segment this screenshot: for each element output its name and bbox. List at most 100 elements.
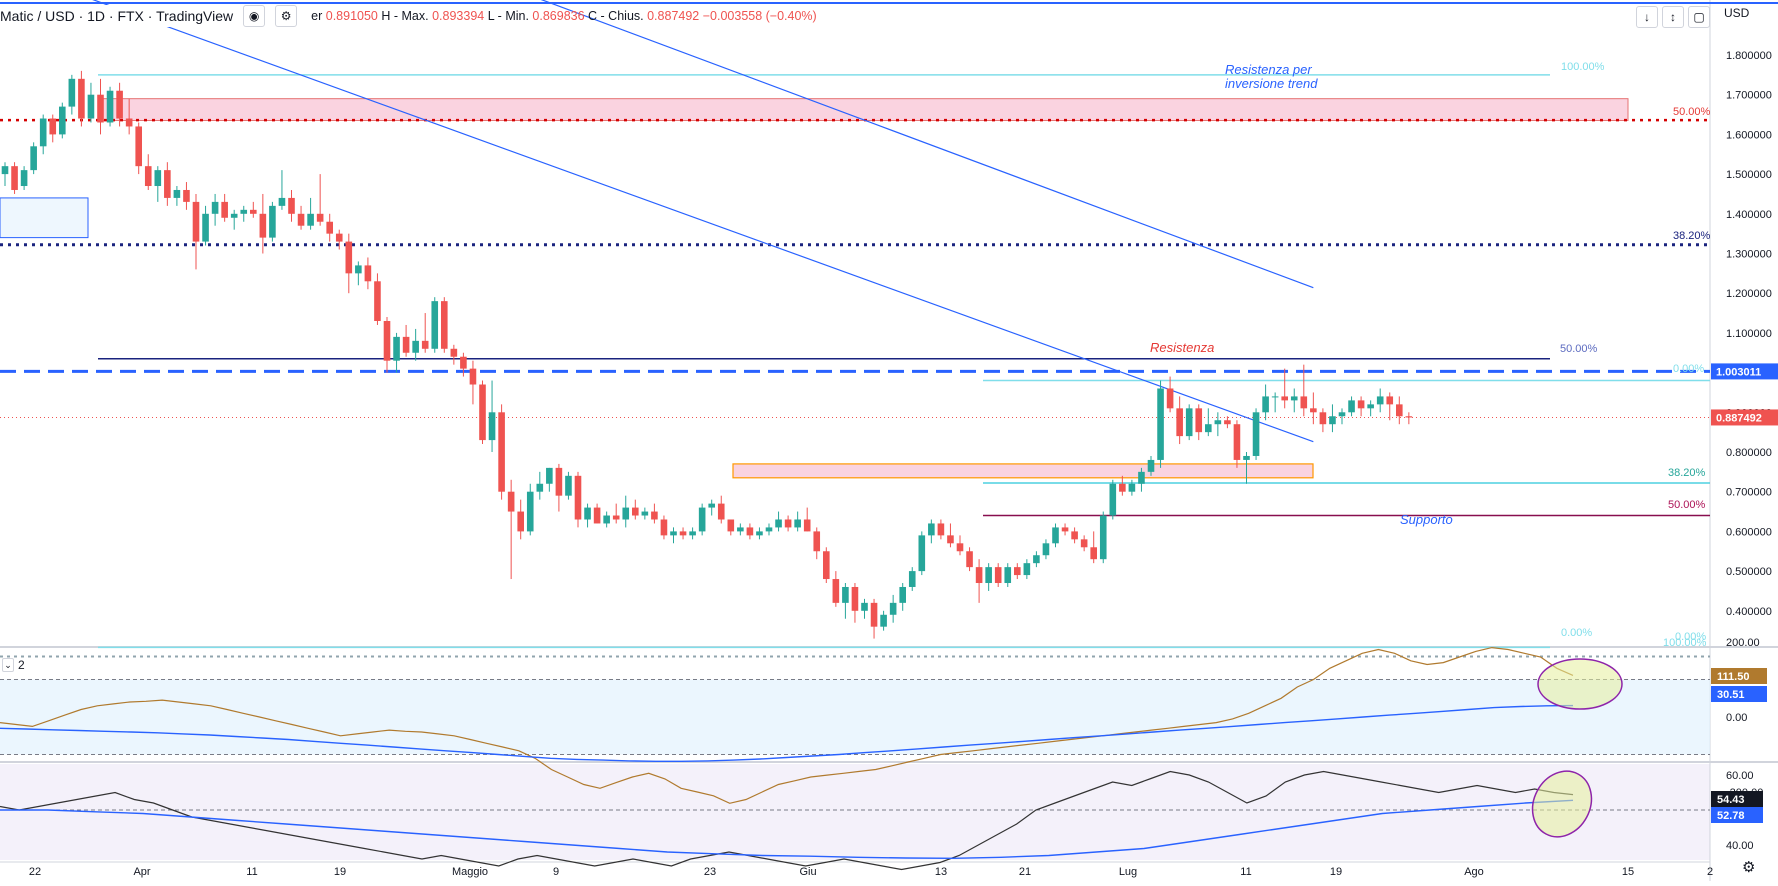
candle-body: [908, 571, 916, 587]
candle-body: [412, 340, 419, 353]
candle-body: [593, 507, 601, 524]
ohlc-readout: er 0.891050 H - Max. 0.893394 L - Min. 0…: [311, 9, 817, 23]
annotation-label: 0.00%: [1675, 631, 1706, 643]
candle-body: [1080, 539, 1088, 548]
candle-body: [851, 586, 859, 611]
candle-body: [928, 523, 935, 536]
x-tick-label: 19: [334, 866, 346, 878]
rsi-value-tag-bg: [1711, 791, 1763, 807]
candle-body: [775, 519, 782, 528]
y-tick-label: 1.300000: [1726, 249, 1772, 261]
symbol-legend[interactable]: Matic / USD · 1D · FTX · TradingView ◉ ⚙: [0, 5, 304, 27]
currency-label[interactable]: USD: [1724, 6, 1750, 20]
candle-body: [374, 281, 381, 321]
x-tick-label: Maggio: [452, 866, 488, 878]
candle-body: [765, 527, 773, 532]
candle-body: [288, 197, 295, 214]
y-tick-label: 1.700000: [1726, 90, 1772, 102]
y-tick-label: 0.400000: [1726, 606, 1772, 618]
candle-body: [278, 197, 286, 206]
candle-body: [555, 467, 563, 496]
candle-body: [889, 602, 897, 615]
cci-ma-tag: 30.51: [1717, 689, 1745, 701]
candle-body: [1052, 527, 1059, 544]
candle-body: [1214, 420, 1222, 425]
main-pane-bg: [0, 20, 1710, 643]
candle-body: [1109, 483, 1117, 516]
candle-body: [183, 189, 190, 202]
cci-band: [0, 679, 1710, 755]
cci-line: [0, 646, 1574, 804]
candle-body: [1376, 396, 1384, 405]
trendline: [540, 0, 1314, 289]
candle-body: [1290, 396, 1298, 401]
candle-body: [106, 90, 114, 123]
x-tick-label: 11: [246, 866, 257, 878]
candle-body: [536, 483, 544, 492]
candle-body: [746, 527, 754, 536]
candle-body: [164, 170, 171, 198]
candle-body: [393, 336, 400, 361]
candle-body: [1329, 416, 1336, 425]
candle-body: [1157, 388, 1164, 460]
x-tick-label: 9: [553, 866, 559, 878]
rsi-y-tick: 40.00: [1726, 840, 1754, 852]
candle-body: [383, 320, 391, 361]
candle-body: [956, 543, 964, 552]
candle-body: [1262, 396, 1269, 413]
candle-body: [1319, 412, 1327, 425]
rsi-highlight-ellipse: [1531, 770, 1593, 838]
candle-body: [794, 519, 801, 528]
candle-body: [546, 467, 553, 484]
indicator-legend[interactable]: ⌄ 2: [2, 658, 25, 672]
candle-body: [861, 602, 868, 611]
candle-body: [584, 507, 591, 520]
candle-body: [135, 126, 142, 167]
y-tick-label: 1.600000: [1726, 129, 1772, 141]
candle-body: [1014, 567, 1021, 576]
cci-y-tick: 0.00: [1726, 712, 1747, 724]
rsi-line: [0, 770, 1574, 871]
candle-body: [154, 170, 162, 187]
symbol-title[interactable]: Matic / USD · 1D · FTX · TradingView: [0, 8, 234, 24]
chevron-down-icon[interactable]: ⌄: [2, 658, 14, 672]
fullscreen-icon[interactable]: ▢: [1688, 6, 1710, 28]
candle-body: [612, 515, 620, 520]
candle-body: [727, 519, 735, 532]
candle-body: [125, 118, 133, 127]
ohlc-change: −0.003558 (−0.40%): [702, 9, 817, 23]
settings-icon[interactable]: ⚙: [275, 5, 298, 27]
last-price-tag: 0.887492: [1716, 412, 1762, 424]
annotation-label: Resistenza per: [1225, 62, 1312, 77]
cci-highlight-ellipse: [1537, 658, 1623, 710]
ohlc-high-label: H - Max.: [381, 9, 429, 23]
support-zone: [732, 463, 1314, 479]
y-tick-label: 0.600000: [1726, 526, 1772, 538]
candle-body: [1090, 547, 1097, 560]
candle-body: [297, 213, 305, 226]
candle-body: [1071, 531, 1078, 540]
candle-body: [651, 511, 658, 520]
x-tick-label: 23: [704, 866, 716, 878]
expand-icon[interactable]: ↕: [1662, 6, 1684, 28]
candle-body: [698, 507, 706, 532]
candle-body: [842, 586, 849, 603]
candle-body: [679, 531, 687, 536]
candle-body: [1271, 396, 1279, 398]
gear-icon[interactable]: ⚙: [1742, 859, 1756, 876]
candle-body: [1348, 400, 1355, 413]
ohlc-prefix: er: [311, 9, 323, 23]
candle-body: [1023, 563, 1031, 576]
level-price-tag: 1.003011: [1716, 366, 1761, 378]
candle-body: [240, 209, 248, 214]
arrow-down-icon[interactable]: ↓: [1636, 6, 1658, 28]
candle-body: [975, 567, 983, 584]
candle-body: [1166, 388, 1174, 409]
candle-body: [1386, 396, 1394, 405]
eye-icon[interactable]: ◉: [243, 5, 266, 27]
candle-body: [880, 614, 887, 627]
candle-body: [78, 78, 85, 119]
candle-body: [202, 213, 209, 242]
